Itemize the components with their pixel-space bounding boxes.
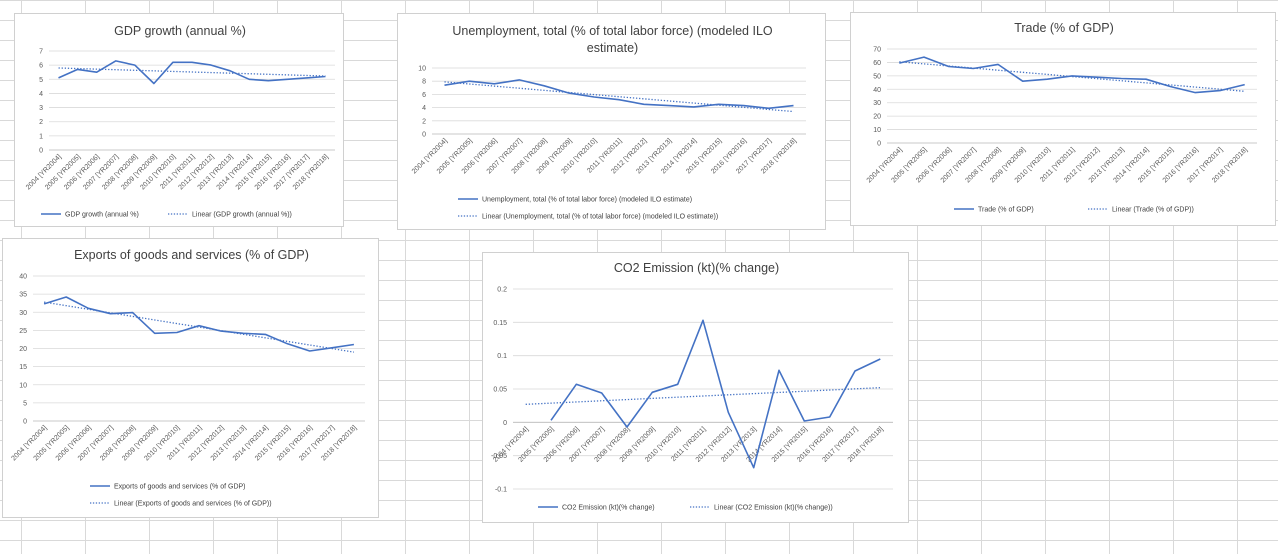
legend-trend-label: Linear (Trade (% of GDP))	[1112, 207, 1194, 214]
series-line	[899, 56, 1245, 94]
legend-trend-label: Linear (CO2 Emission (kt)(% change))	[714, 505, 833, 512]
y-tick-label: 10	[19, 382, 27, 389]
trade-chart[interactable]: Trade (% of GDP) 70 60 50 40 30 20 10 0 2004 [YR2…	[850, 12, 1276, 226]
y-tick-label: 0	[422, 132, 426, 139]
chart-title: GDP growth (annual %)	[114, 24, 246, 38]
series-line	[444, 79, 794, 110]
chart-title: Exports of goods and services (% of GDP)	[74, 248, 309, 262]
y-tick-label: 40	[19, 274, 27, 281]
legend-trend-label: Linear (GDP growth (annual %))	[192, 212, 292, 219]
y-tick-label: 0.05	[493, 387, 507, 394]
y-tick-label: 3	[39, 105, 43, 112]
y-tick-label: 4	[422, 105, 426, 112]
legend-series-label: Trade (% of GDP)	[978, 207, 1034, 214]
y-tick-label: 0	[39, 148, 43, 155]
legend-series-label: CO2 Emission (kt)(% change)	[562, 505, 655, 512]
legend-series-label: Exports of goods and services (% of GDP)	[114, 484, 246, 491]
y-tick-label: 60	[873, 60, 881, 67]
co2-emission-chart-svg: CO2 Emission (kt)(% change) 0.2 0.15 0.1 0.0…	[491, 261, 893, 512]
y-tick-label: 25	[19, 328, 27, 335]
series-line	[550, 319, 881, 469]
y-tick-label: 1	[39, 133, 43, 140]
y-tick-label: 20	[19, 346, 27, 353]
y-tick-label: 15	[19, 364, 27, 371]
co2-emission-chart[interactable]: CO2 Emission (kt)(% change) 0.2 0.15 0.1 0.0…	[482, 252, 909, 523]
chart-title: Trade (% of GDP)	[1014, 21, 1114, 35]
chart-title: estimate)	[587, 41, 638, 55]
legend-series-label: Unemployment, total (% of total labor fo…	[482, 197, 692, 204]
gdp-growth-chart[interactable]: GDP growth (annual %) 7 6 5 4 3 2 1 0 2004 [YR200…	[14, 13, 344, 227]
series-line	[43, 296, 355, 352]
y-tick-label: 30	[19, 310, 27, 317]
unemployment-chart[interactable]: Unemployment, total (% of total labor fo…	[397, 13, 826, 230]
y-tick-label: 6	[422, 92, 426, 99]
y-tick-label: 2	[422, 118, 426, 125]
y-tick-label: 8	[422, 79, 426, 86]
y-tick-label: 7	[39, 49, 43, 56]
y-tick-label: 0.1	[497, 353, 507, 360]
y-tick-label: 10	[418, 66, 426, 73]
y-tick-label: 20	[873, 114, 881, 121]
exports-chart-svg: Exports of goods and services (% of GDP)…	[11, 248, 365, 508]
y-tick-label: -0.05	[491, 453, 507, 460]
y-tick-label: 6	[39, 63, 43, 70]
exports-chart[interactable]: Exports of goods and services (% of GDP)…	[2, 238, 379, 518]
y-tick-label: 5	[23, 400, 27, 407]
y-tick-label: 50	[873, 73, 881, 80]
legend-trend-label: Linear (Unemployment, total (% of total …	[482, 214, 718, 221]
y-tick-label: 70	[873, 47, 881, 54]
y-tick-label: 0	[877, 141, 881, 148]
y-tick-label: 0.2	[497, 287, 507, 294]
y-tick-label: 35	[19, 292, 27, 299]
legend-series-label: GDP growth (annual %)	[65, 212, 139, 219]
chart-title: CO2 Emission (kt)(% change)	[614, 261, 779, 275]
trendline	[43, 301, 355, 353]
y-tick-label: 10	[873, 127, 881, 134]
trendline	[444, 81, 794, 113]
legend-trend-label: Linear (Exports of goods and services (%…	[114, 501, 272, 508]
y-tick-label: 30	[873, 100, 881, 107]
y-tick-label: -0.1	[495, 487, 507, 494]
y-tick-label: 5	[39, 77, 43, 84]
y-tick-label: 4	[39, 91, 43, 98]
y-tick-label: 0	[23, 419, 27, 426]
y-tick-label: 40	[873, 87, 881, 94]
unemployment-chart-svg: Unemployment, total (% of total labor fo…	[411, 24, 806, 221]
y-tick-label: 2	[39, 119, 43, 126]
series-line	[58, 60, 326, 85]
chart-title: Unemployment, total (% of total labor fo…	[452, 24, 773, 38]
y-tick-label: 0	[503, 420, 507, 427]
trendline	[899, 61, 1245, 92]
y-tick-label: 0.15	[493, 320, 507, 327]
x-tick-label: 2018 [YR2018]	[292, 153, 330, 191]
trendline	[525, 387, 881, 405]
